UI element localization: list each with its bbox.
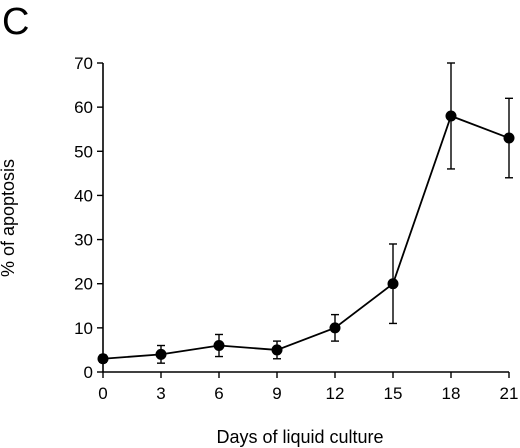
y-tick-label: 0 [84, 363, 93, 382]
data-point [155, 348, 167, 360]
y-tick-label: 50 [74, 142, 93, 161]
data-point [329, 322, 341, 334]
panel-label: C [2, 1, 29, 43]
data-point [271, 344, 283, 356]
data-point [213, 340, 225, 352]
data-point [503, 132, 515, 144]
x-tick-label: 15 [384, 384, 403, 403]
y-axis-title: % of apoptosis [0, 159, 18, 277]
data-point [445, 110, 457, 122]
x-axis-title: Days of liquid culture [216, 427, 383, 447]
x-tick-label: 21 [500, 384, 519, 403]
axes [97, 62, 510, 378]
y-tick-label: 30 [74, 231, 93, 250]
x-tick-label: 3 [156, 384, 165, 403]
x-tick-label: 6 [214, 384, 223, 403]
y-tick-label: 10 [74, 319, 93, 338]
x-tick-label: 12 [326, 384, 345, 403]
data-point [387, 278, 399, 290]
data-point [97, 353, 109, 365]
x-tick-label: 9 [272, 384, 281, 403]
y-tick-label: 40 [74, 186, 93, 205]
x-tick-label: 18 [442, 384, 461, 403]
y-tick-label: 60 [74, 98, 93, 117]
series-line [102, 114, 510, 360]
y-tick-labels: 0 10 20 30 40 50 60 70 [74, 54, 93, 382]
x-tick-labels: 0 3 6 9 12 15 18 21 [98, 384, 518, 403]
y-tick-label: 20 [74, 275, 93, 294]
y-tick-label: 70 [74, 54, 93, 73]
plot-area [97, 62, 515, 365]
x-tick-label: 0 [98, 384, 107, 403]
